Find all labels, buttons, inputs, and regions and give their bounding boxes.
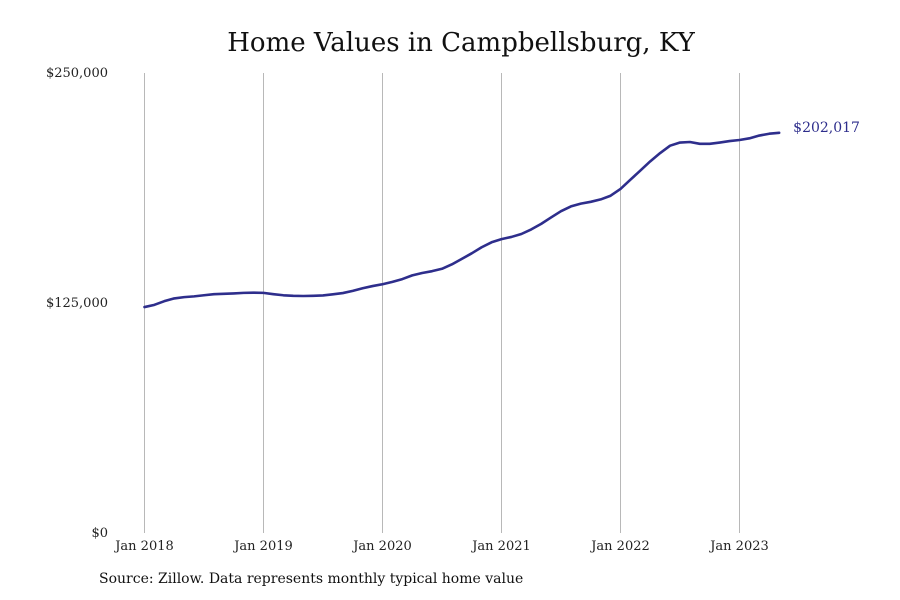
x-tick-label: Jan 2023: [708, 539, 769, 554]
series: [143, 131, 781, 309]
y-tick-label: $125,000: [46, 296, 108, 311]
y-tick-label: $250,000: [46, 66, 108, 81]
gridlines: [144, 73, 740, 533]
series-line: [143, 131, 781, 309]
source-note: Source: Zillow. Data represents monthly …: [99, 571, 524, 587]
x-tick-label: Jan 2019: [232, 539, 293, 554]
x-tick-label: Jan 2018: [113, 539, 174, 554]
x-tick-label: Jan 2022: [589, 539, 650, 554]
y-axis: $0 $125,000 $250,000: [46, 66, 108, 541]
x-axis: Jan 2018 Jan 2019 Jan 2020 Jan 2021 Jan 2022…: [113, 539, 769, 554]
y-tick-label: $0: [91, 526, 108, 541]
x-tick-label: Jan 2021: [470, 539, 531, 554]
end-value-label: $202,017: [793, 120, 860, 136]
x-tick-label: Jan 2020: [351, 539, 412, 554]
chart-title: Home Values in Campbellsburg, KY: [227, 28, 695, 58]
